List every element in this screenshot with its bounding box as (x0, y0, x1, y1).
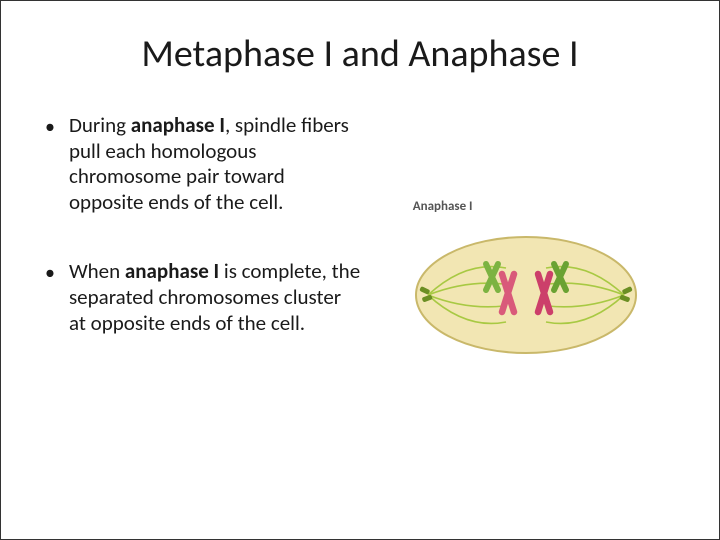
bullet-text: When anaphase I is complete, the separat… (69, 259, 361, 336)
bullet-item: • During anaphase I, spindle fibers pull… (41, 113, 361, 215)
slide-title: Metaphase I and Anaphase I (41, 31, 679, 77)
diagram-column: Anaphase I (373, 113, 679, 370)
bullet-bold: anaphase I (131, 112, 225, 138)
bullet-item: • When anaphase I is complete, the separ… (41, 259, 361, 336)
bullet-dot-icon: • (45, 261, 55, 285)
anaphase-cell-icon (396, 220, 656, 370)
bullet-pre: When (69, 258, 125, 284)
slide: Metaphase I and Anaphase I • During anap… (0, 0, 720, 540)
bullet-dot-icon: • (45, 115, 55, 139)
bullet-bold: anaphase I (125, 258, 219, 284)
bullet-pre: During (69, 112, 131, 138)
text-column: • During anaphase I, spindle fibers pull… (41, 113, 373, 380)
content-row: • During anaphase I, spindle fibers pull… (41, 113, 679, 380)
bullet-text: During anaphase I, spindle fibers pull e… (69, 113, 361, 215)
diagram-caption: Anaphase I (413, 199, 473, 214)
